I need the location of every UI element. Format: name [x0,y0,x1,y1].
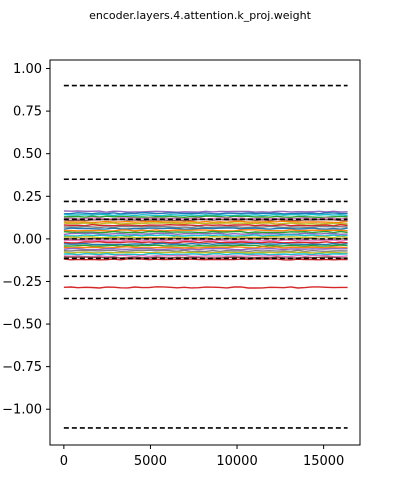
series-line-13 [63,230,348,234]
series-line-18 [63,239,348,242]
reference-lines [63,84,348,429]
plot-frame [49,59,361,446]
y-tick-label: −0.75 [2,360,42,375]
series-line-27 [63,254,348,258]
series-line-24 [63,249,348,253]
series-line-10 [63,225,348,229]
y-tick-label: 0.00 [13,232,42,247]
y-tick-label: −0.50 [2,318,42,333]
series-line-20 [63,242,348,246]
x-tick-label: 5000 [134,454,167,469]
series-line-9 [63,223,348,227]
series-line-2 [63,211,348,215]
series-line-12 [63,229,348,232]
series-line-6 [63,218,348,222]
x-tick-label: 0 [60,454,68,469]
series-line-19 [63,240,348,244]
series-line-25 [63,251,348,254]
series-line-4 [63,215,348,219]
y-tick-label: −1.00 [2,403,42,418]
y-tick-label: 1.00 [13,62,42,77]
series-line-30 [63,286,348,289]
series-line-23 [63,247,348,251]
series-line-1 [63,210,348,213]
x-tick-label: 10000 [216,454,257,469]
chart-title: encoder.layers.4.attention.k_proj.weight [89,9,311,22]
series-line-11 [63,227,348,230]
series-line-29 [63,258,348,261]
series-line-8 [63,222,348,225]
x-tick-label: 15000 [303,454,344,469]
series-line-15 [63,234,348,237]
y-tick-label: −0.25 [2,275,42,290]
y-tick-label: 0.75 [13,105,42,120]
series-line-21 [63,244,348,248]
y-tick-label: 0.50 [13,147,42,162]
series-line-26 [63,252,348,256]
series-line-16 [63,235,348,239]
x-axis: 0 5000 10000 15000 [60,445,344,469]
series-line-14 [63,232,348,236]
series-line-3 [63,213,348,217]
series-line-22 [63,246,348,249]
y-tick-label: 0.25 [13,190,42,205]
series-layer [63,210,348,289]
series-line-5 [63,217,348,220]
y-axis: 1.00 0.75 0.50 0.25 0.00 −0.25 −0.50 −0.75 −1.00 [2,62,50,418]
series-line-7 [63,220,348,224]
